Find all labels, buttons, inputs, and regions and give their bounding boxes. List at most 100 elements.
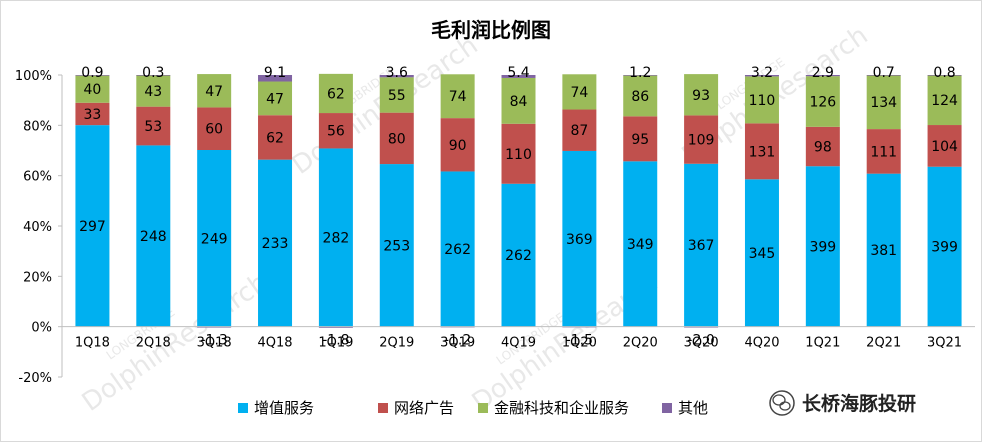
bar-segment xyxy=(562,109,597,151)
x-tick-label: 3Q21 xyxy=(927,336,962,351)
legend-label: 其他 xyxy=(678,399,708,417)
x-tick-label: 1Q18 xyxy=(75,336,110,351)
data-label: 399 xyxy=(931,240,958,256)
data-label: 90 xyxy=(449,138,467,154)
data-label: 40 xyxy=(84,82,102,98)
data-label: -1.2 xyxy=(444,333,471,349)
data-label: 126 xyxy=(809,94,836,110)
data-label: 2.9 xyxy=(812,65,834,81)
bar-segment xyxy=(805,166,840,327)
wechat-icon xyxy=(769,390,795,416)
data-label: 56 xyxy=(327,124,345,140)
x-tick-label: 2Q21 xyxy=(866,336,901,351)
bar-segment xyxy=(805,76,840,127)
bar-segment xyxy=(197,74,232,108)
data-label: 86 xyxy=(631,89,649,105)
data-label: 62 xyxy=(266,130,284,146)
legend-swatch xyxy=(478,403,488,413)
data-label: 262 xyxy=(444,242,471,258)
data-label: -1.8 xyxy=(322,333,349,349)
bar-segment xyxy=(258,115,293,160)
x-tick-label: 2Q19 xyxy=(379,336,414,351)
bar-segment xyxy=(927,166,962,327)
bar-segment xyxy=(318,326,353,328)
x-tick-label: 1Q19 xyxy=(318,336,353,351)
bar-segment xyxy=(75,75,110,76)
bar-segment xyxy=(805,75,840,77)
data-label: 47 xyxy=(266,91,284,107)
bar-segment xyxy=(136,75,171,76)
bar-segment xyxy=(623,75,658,76)
x-tick-label: 3Q19 xyxy=(440,336,475,351)
data-label: 367 xyxy=(688,238,715,254)
legend-swatch xyxy=(662,403,672,413)
data-label: 282 xyxy=(323,231,350,247)
bar-segment xyxy=(136,106,171,146)
x-tick-label: 1Q21 xyxy=(805,336,840,351)
data-label: 9.1 xyxy=(264,65,286,81)
legend-label: 增值服务 xyxy=(254,399,314,417)
x-tick-label: 2Q20 xyxy=(623,336,658,351)
data-label: 249 xyxy=(201,231,228,247)
bar-segment xyxy=(318,73,353,114)
bar-segment xyxy=(866,75,901,76)
data-label: 124 xyxy=(931,93,958,109)
y-tick-label: 100% xyxy=(15,69,52,84)
data-label: 53 xyxy=(144,119,162,135)
bar-segment xyxy=(258,159,293,327)
data-label: 1.2 xyxy=(629,65,651,81)
bar-segment xyxy=(927,75,962,126)
bar-segment xyxy=(75,75,110,103)
bar-segment xyxy=(744,123,779,180)
bar-segment xyxy=(562,150,597,327)
bar-segment xyxy=(866,75,901,130)
legend: 增值服务 网络广告 金融科技和企业服务 其他 xyxy=(238,399,708,417)
bar-segment xyxy=(379,75,414,78)
data-label: -1.3 xyxy=(201,333,228,349)
data-label: 111 xyxy=(870,144,897,160)
bar-segment xyxy=(258,81,293,116)
data-label: 345 xyxy=(749,246,776,262)
account-badge: 长桥海豚投研 xyxy=(769,390,916,416)
data-label: 233 xyxy=(262,236,289,252)
bar-segment xyxy=(927,125,962,167)
bar-segment xyxy=(318,113,353,149)
bar-segment xyxy=(623,161,658,327)
bars: 297 33 400.9 248 53 43 0.3 249 60 47 -1.3 233 62 47 9.… xyxy=(75,65,962,349)
data-label: 33 xyxy=(84,107,102,123)
bar-segment xyxy=(501,75,536,78)
x-tick-label: 4Q19 xyxy=(501,336,536,351)
data-label: 80 xyxy=(388,131,406,147)
data-label: -2.0 xyxy=(687,333,714,349)
data-label: 297 xyxy=(79,219,106,235)
data-label: 74 xyxy=(449,89,467,105)
legend-swatch xyxy=(238,403,248,413)
x-tick-label: 4Q18 xyxy=(258,336,293,351)
data-label: 369 xyxy=(566,232,593,248)
legend-label: 金融科技和企业服务 xyxy=(494,399,629,417)
data-label: 87 xyxy=(570,123,588,139)
data-label: 47 xyxy=(205,84,223,100)
data-label: 0.3 xyxy=(142,65,164,81)
bar-segment xyxy=(197,149,232,327)
bar-segment xyxy=(744,179,779,327)
y-tick-label: 80% xyxy=(23,119,52,134)
data-label: 0.9 xyxy=(81,65,103,81)
data-label: 248 xyxy=(140,229,167,245)
data-label: 399 xyxy=(809,239,836,255)
bar-segment xyxy=(136,145,171,327)
bar-segment xyxy=(562,74,597,110)
chart-title: 毛利润比例图 xyxy=(431,18,551,42)
bar-segment xyxy=(623,116,658,162)
data-label: 84 xyxy=(510,94,528,110)
data-label: 349 xyxy=(627,237,654,253)
data-label: 110 xyxy=(749,93,776,109)
bar-segment xyxy=(318,148,353,327)
bar-segment xyxy=(684,74,719,116)
y-axis: 100% 80% 60% 40% 20% 0% -20% xyxy=(15,69,63,386)
data-label: 43 xyxy=(144,84,162,100)
bar-segment xyxy=(440,118,475,172)
bar-segment xyxy=(866,173,901,327)
x-tick-label: 3Q18 xyxy=(197,336,232,351)
